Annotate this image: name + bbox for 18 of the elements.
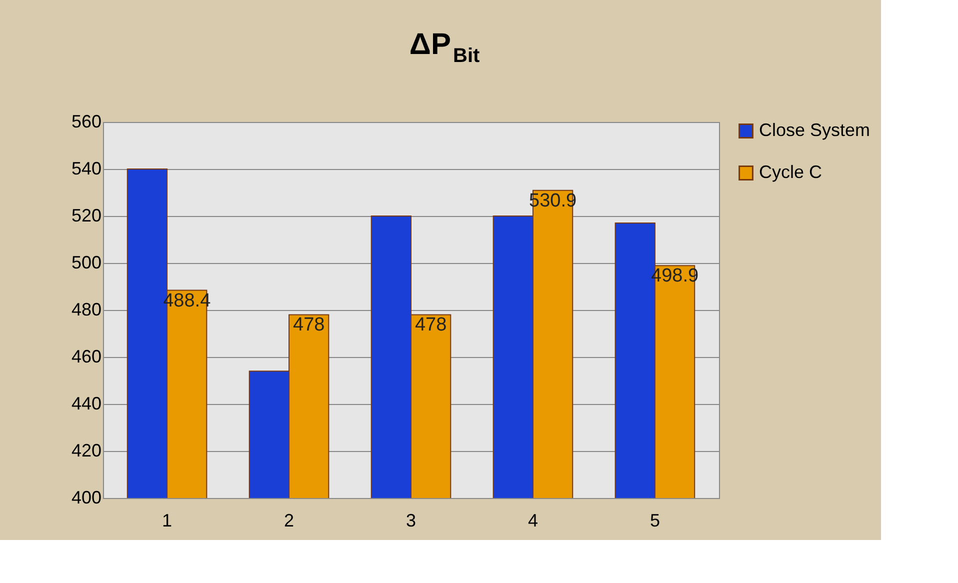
y-tick-label: 520 (71, 206, 102, 226)
y-tick-label: 540 (71, 158, 102, 178)
y-tick-label: 420 (71, 440, 102, 460)
x-tick-label: 2 (284, 510, 294, 530)
legend-label: Close System (759, 120, 870, 140)
y-tick-label: 560 (71, 112, 102, 132)
data-label: 478 (292, 314, 325, 336)
data-label: 478 (414, 314, 447, 336)
x-tick-label: 5 (650, 510, 660, 530)
x-tick-label: 3 (406, 510, 416, 530)
legend-label: Cycle C (759, 162, 822, 182)
y-tick-label: 500 (71, 252, 102, 272)
y-tick-label: 400 (71, 488, 102, 508)
x-tick-label: 1 (162, 510, 172, 530)
y-tick-label: 480 (71, 300, 102, 320)
y-tick-label: 460 (71, 346, 102, 366)
y-tick-label: 440 (71, 394, 102, 414)
x-tick-label: 4 (528, 510, 538, 530)
